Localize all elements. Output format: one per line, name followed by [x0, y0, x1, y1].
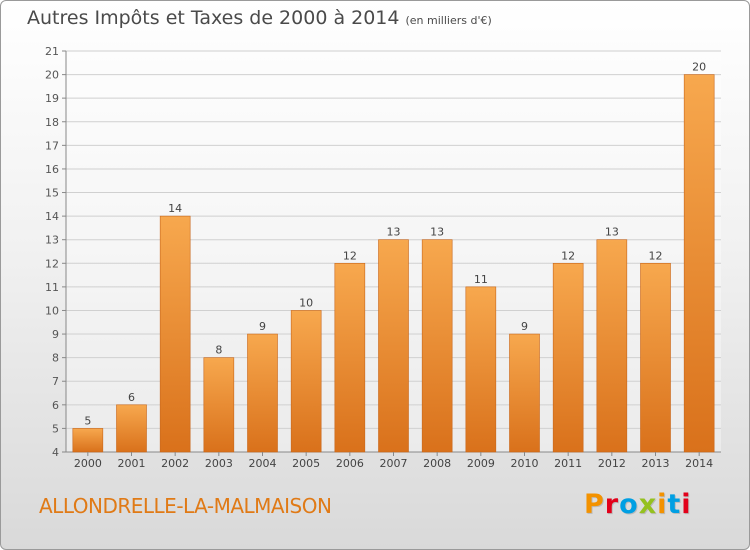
x-tick-label: 2009 [467, 457, 495, 470]
x-tick-label: 2005 [292, 457, 320, 470]
bar [465, 286, 497, 453]
bar-value-label: 12 [343, 249, 357, 262]
x-tick-label: 2010 [511, 457, 539, 470]
y-tick-label: 9 [52, 328, 59, 341]
bar-value-label: 11 [474, 273, 488, 286]
bar-value-label: 8 [215, 344, 222, 357]
bar-value-label: 9 [259, 320, 266, 333]
bar-value-label: 12 [649, 249, 663, 262]
y-tick-label: 10 [45, 304, 59, 317]
bar [683, 74, 715, 453]
x-tick-label: 2012 [598, 457, 626, 470]
proxiti-logo: Proxiti [584, 489, 692, 520]
y-tick-label: 16 [45, 163, 59, 176]
y-tick-label: 17 [45, 139, 59, 152]
x-tick-label: 2008 [423, 457, 451, 470]
bar [378, 239, 409, 453]
bar [552, 262, 584, 453]
bar-value-label: 12 [561, 249, 575, 262]
logo-letter: x [638, 489, 658, 520]
x-tick-label: 2014 [685, 457, 713, 470]
y-tick-label: 18 [45, 116, 59, 129]
bar [290, 310, 322, 453]
bar-value-label: 9 [521, 320, 528, 333]
y-tick-label: 14 [45, 210, 59, 223]
bar [247, 333, 278, 453]
logo-letter: P [584, 489, 605, 520]
x-tick-label: 2001 [118, 457, 146, 470]
y-tick-label: 5 [52, 422, 59, 435]
y-tick-label: 6 [52, 399, 59, 412]
logo-letter: t [667, 489, 682, 520]
bar [334, 262, 366, 453]
chart-title-main: Autres Impôts et Taxes de 2000 à 2014 [27, 7, 400, 29]
x-tick-label: 2002 [161, 457, 189, 470]
bar [72, 428, 104, 453]
logo-letter: i [657, 489, 668, 520]
y-tick-label: 20 [45, 69, 59, 82]
bar-value-label: 13 [605, 226, 619, 239]
chart-title: Autres Impôts et Taxes de 2000 à 2014 (en… [27, 7, 492, 29]
x-tick-label: 2000 [74, 457, 102, 470]
y-tick-label: 13 [45, 234, 59, 247]
logo-letter: o [619, 489, 639, 520]
chart-subtitle: (en milliers d'€) [405, 14, 492, 27]
bar-value-label: 10 [299, 296, 313, 309]
bar-value-label: 20 [692, 61, 706, 74]
logo-letter: i [681, 489, 692, 520]
bar-value-label: 14 [168, 202, 182, 215]
y-tick-label: 11 [45, 281, 59, 294]
x-tick-label: 2013 [642, 457, 670, 470]
x-tick-label: 2011 [554, 457, 582, 470]
y-tick-label: 15 [45, 187, 59, 200]
bar [203, 357, 235, 453]
x-tick-label: 2007 [380, 457, 408, 470]
bar [116, 404, 147, 453]
y-tick-label: 21 [45, 45, 59, 58]
y-tick-label: 4 [52, 446, 59, 459]
bar-value-label: 5 [84, 414, 91, 427]
y-tick-label: 7 [52, 375, 59, 388]
y-tick-label: 19 [45, 92, 59, 105]
x-tick-label: 2003 [205, 457, 233, 470]
bar-value-label: 13 [387, 226, 401, 239]
y-tick-label: 8 [52, 352, 59, 365]
y-tick-label: 12 [45, 257, 59, 270]
bar [596, 239, 628, 453]
logo-letter: r [604, 489, 620, 520]
bar [509, 333, 540, 453]
x-tick-label: 2004 [249, 457, 277, 470]
town-name: ALLONDRELLE-LA-MALMAISON [39, 494, 332, 518]
bar [159, 215, 191, 453]
bar-value-label: 13 [430, 226, 444, 239]
x-tick-label: 2006 [336, 457, 364, 470]
bar [421, 239, 453, 453]
bar [640, 262, 671, 453]
bar-value-label: 6 [128, 391, 135, 404]
